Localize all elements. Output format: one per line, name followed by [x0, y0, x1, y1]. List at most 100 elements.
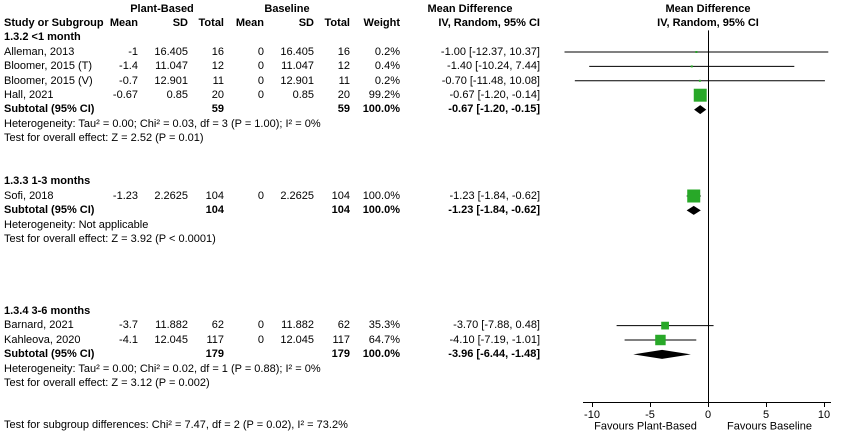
weight: 0.4% [374, 60, 400, 73]
baseline-total-column-header: Total [324, 17, 350, 29]
plant-mean: -0.67 [112, 89, 138, 101]
subtotal-label: Subtotal (95% CI) [4, 103, 95, 116]
favours-right-label: Favours Baseline [727, 421, 812, 432]
plant-total-column-header: Total [198, 17, 224, 29]
subtotal-label: Subtotal (95% CI) [4, 348, 95, 361]
subgroup-label: 1.3.4 3-6 months [4, 305, 91, 317]
note-text: Test for overall effect: Z = 2.52 (P = 0… [4, 132, 204, 145]
note-text: Heterogeneity: Tau² = 0.00; Chi² = 0.02,… [4, 362, 321, 375]
subgroup-label: 1.3.2 <1 month [4, 31, 81, 44]
baseline-total: 179 [331, 348, 350, 361]
weight: 100.0% [362, 103, 400, 116]
effect-marker [661, 321, 669, 330]
weight-column-header: Weight [363, 17, 400, 29]
plant-mean: -4.1 [119, 333, 138, 346]
plant-sd: 2.2625 [154, 189, 188, 202]
plant-sd: 16.405 [154, 45, 188, 58]
weight: 99.2% [368, 89, 400, 101]
note-row: Test for overall effect: Z = 3.12 (P = 0… [0, 376, 868, 391]
study-name: Hall, 2021 [4, 89, 54, 101]
study-row: Kahleova, 2020 -4.1 12.045 117 0 12.045 117 64.… [0, 333, 868, 348]
md-ci-text: -0.67 [-1.20, -0.15] [448, 103, 540, 116]
study-name: Bloomer, 2015 (T) [4, 60, 93, 73]
md-ci-text: -3.70 [-7.88, 0.48] [453, 319, 540, 332]
subtotal-row: Subtotal (95% CI) 59 59 100.0% -0.67 [-1.20,… [0, 102, 868, 117]
baseline-mean: 0 [257, 45, 264, 58]
subtotal-diamond [694, 105, 707, 115]
subgroup-difference-test: Test for subgroup differences: Chi² = 7.… [4, 419, 348, 431]
weight: 100.0% [362, 204, 400, 217]
baseline-mean: 0 [257, 89, 264, 101]
plant-mean: -3.7 [119, 319, 138, 332]
plant-total: 62 [211, 319, 224, 332]
study-name: Alleman, 2013 [4, 45, 75, 58]
plant-total: 59 [211, 103, 224, 116]
plant-total: 117 [206, 333, 224, 346]
md-ci-text: -0.67 [-1.20, -0.14] [449, 89, 541, 101]
md-ci-text: -1.00 [-12.37, 10.37] [440, 45, 540, 58]
axis-tick-label: -10 [584, 409, 600, 421]
baseline-group-header: Baseline [264, 3, 310, 15]
subgroup-label: 1.3.3 1-3 months [4, 175, 91, 188]
plant-mean-column-header: Mean [109, 17, 138, 29]
note-text: Heterogeneity: Tau² = 0.00; Chi² = 0.03,… [4, 117, 321, 130]
baseline-sd: 11.047 [281, 60, 314, 73]
md-ci-text: -0.70 [-11.48, 10.08] [441, 74, 540, 87]
weight: 0.2% [374, 74, 400, 87]
plant-sd-column-header: SD [172, 17, 188, 29]
baseline-total: 59 [337, 103, 350, 116]
subtotal-row: Subtotal (95% CI) 179 179 100.0% -3.96 [-6.4… [0, 347, 868, 362]
md-ci-text: -1.40 [-10.24, 7.44] [447, 60, 540, 73]
favours-left-label: Favours Plant-Based [594, 421, 697, 432]
study-row: Bloomer, 2015 (V) -0.7 12.901 11 0 12.901 11 0.… [0, 74, 868, 89]
plant-total: 20 [211, 89, 224, 101]
study-row: Hall, 2021 -0.67 0.85 20 0 0.85 20 99.2% -0.67 [… [0, 88, 868, 103]
ci-plot-column-header: IV, Random, 95% CI [657, 17, 759, 29]
baseline-sd: 2.2625 [280, 189, 314, 202]
subtotal-diamond [686, 205, 701, 215]
note-row: Heterogeneity: Not applicable [0, 218, 868, 233]
note-text: Test for overall effect: Z = 3.92 (P < 0… [4, 233, 216, 245]
md-ci-text: -3.96 [-6.44, -1.48] [448, 348, 540, 361]
note-row: Test for overall effect: Z = 2.52 (P = 0… [0, 131, 868, 146]
plant-based-group-header: Plant-Based [130, 3, 194, 15]
note-text: Heterogeneity: Not applicable [4, 218, 149, 231]
note-row: Test for overall effect: Z = 3.92 (P < 0… [0, 232, 868, 247]
plant-total: 11 [212, 74, 224, 87]
baseline-total: 11 [338, 74, 350, 87]
study-name: Bloomer, 2015 (V) [4, 74, 93, 87]
column-group-header-row: Plant-Based Baseline Mean Difference Mea… [0, 2, 868, 17]
plant-sd: 0.85 [166, 89, 188, 101]
subgroup-row: 1.3.2 <1 month [0, 30, 868, 45]
baseline-mean: 0 [257, 333, 264, 346]
ci-text-column-header: IV, Random, 95% CI [438, 17, 540, 29]
study-name: Barnard, 2021 [4, 319, 74, 332]
effect-marker [687, 189, 701, 203]
weight: 0.2% [374, 45, 400, 58]
note-row: Heterogeneity: Tau² = 0.00; Chi² = 0.02,… [0, 362, 868, 377]
note-text: Test for overall effect: Z = 3.12 (P = 0… [4, 377, 210, 389]
plant-total: 104 [205, 204, 224, 217]
plant-mean: -0.7 [119, 74, 138, 87]
plant-total: 16 [211, 45, 224, 58]
baseline-mean: 0 [257, 74, 264, 87]
study-column-header: Study or Subgroup [4, 17, 104, 29]
note-row: Heterogeneity: Tau² = 0.00; Chi² = 0.03,… [0, 117, 868, 132]
baseline-sd: 0.85 [292, 89, 314, 101]
study-row: Sofi, 2018 -1.23 2.2625 104 0 2.2625 104 100.0%… [0, 189, 868, 204]
effect-marker [695, 51, 698, 53]
axis-tick-label: -5 [645, 409, 655, 421]
study-row: Bloomer, 2015 (T) -1.4 11.047 12 0 11.047 12 0.… [0, 59, 868, 74]
plant-total: 179 [205, 348, 224, 361]
plant-total: 104 [205, 189, 224, 202]
baseline-mean: 0 [257, 319, 264, 332]
effect-marker [693, 88, 707, 102]
column-header-row: Study or Subgroup Mean SD Total Mean SD … [0, 16, 868, 31]
baseline-total: 117 [332, 333, 350, 346]
plant-sd: 12.901 [154, 74, 188, 87]
baseline-total: 16 [337, 45, 350, 58]
study-row: Alleman, 2013 -1 16.405 16 0 16.405 16 0.2% -1.0… [0, 45, 868, 60]
mean-difference-text-header: Mean Difference [427, 3, 513, 15]
baseline-total: 20 [337, 89, 350, 101]
